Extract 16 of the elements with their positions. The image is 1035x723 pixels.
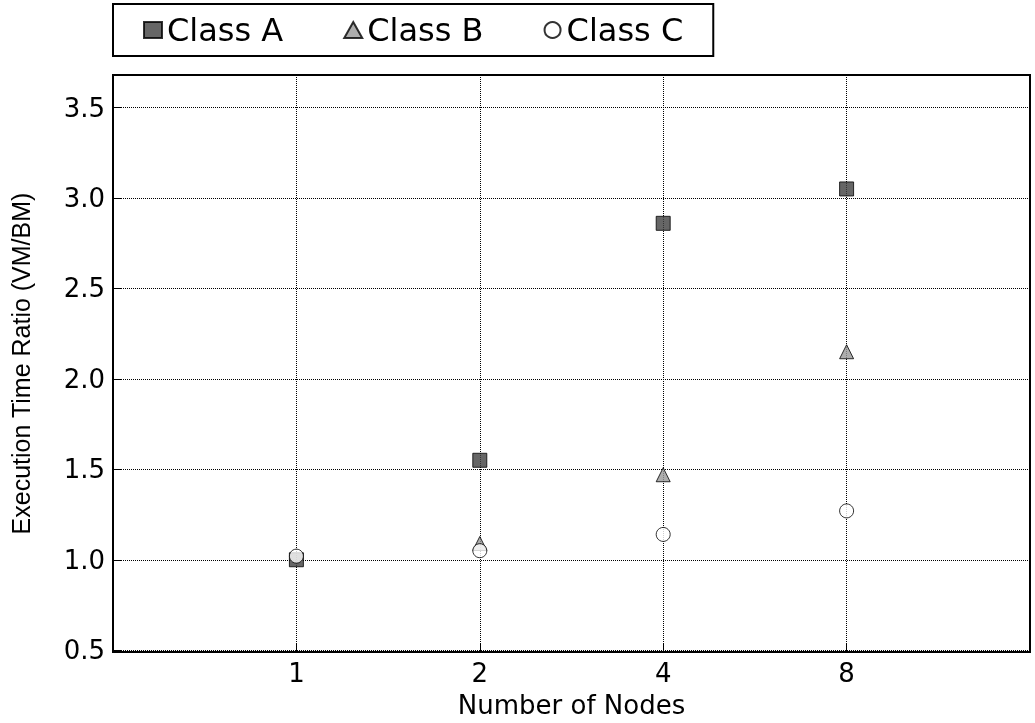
x-tick-label: 8 (838, 658, 855, 688)
y-tick-label: 0.5 (63, 635, 105, 666)
x-axis-title: Number of Nodes (457, 690, 686, 720)
y-tick-label: 2.5 (63, 273, 105, 304)
x-tick-label: 4 (654, 658, 672, 688)
legend-label: Class C (566, 11, 684, 49)
y-tick-label: 3.0 (63, 183, 105, 213)
x-tick-label: 1 (288, 658, 305, 688)
y-tick-label: 1.5 (63, 454, 105, 485)
legend-label: Class A (167, 11, 284, 49)
y-tick-label: 2.0 (63, 363, 105, 394)
x-tick-label: 2 (471, 658, 489, 688)
y-axis-title: Execution Time Ratio (VM/BM) (6, 192, 35, 535)
y-tick-label: 1.0 (63, 544, 105, 575)
y-tick-label: 3.5 (63, 92, 105, 123)
legend-label: Class B (367, 11, 484, 49)
